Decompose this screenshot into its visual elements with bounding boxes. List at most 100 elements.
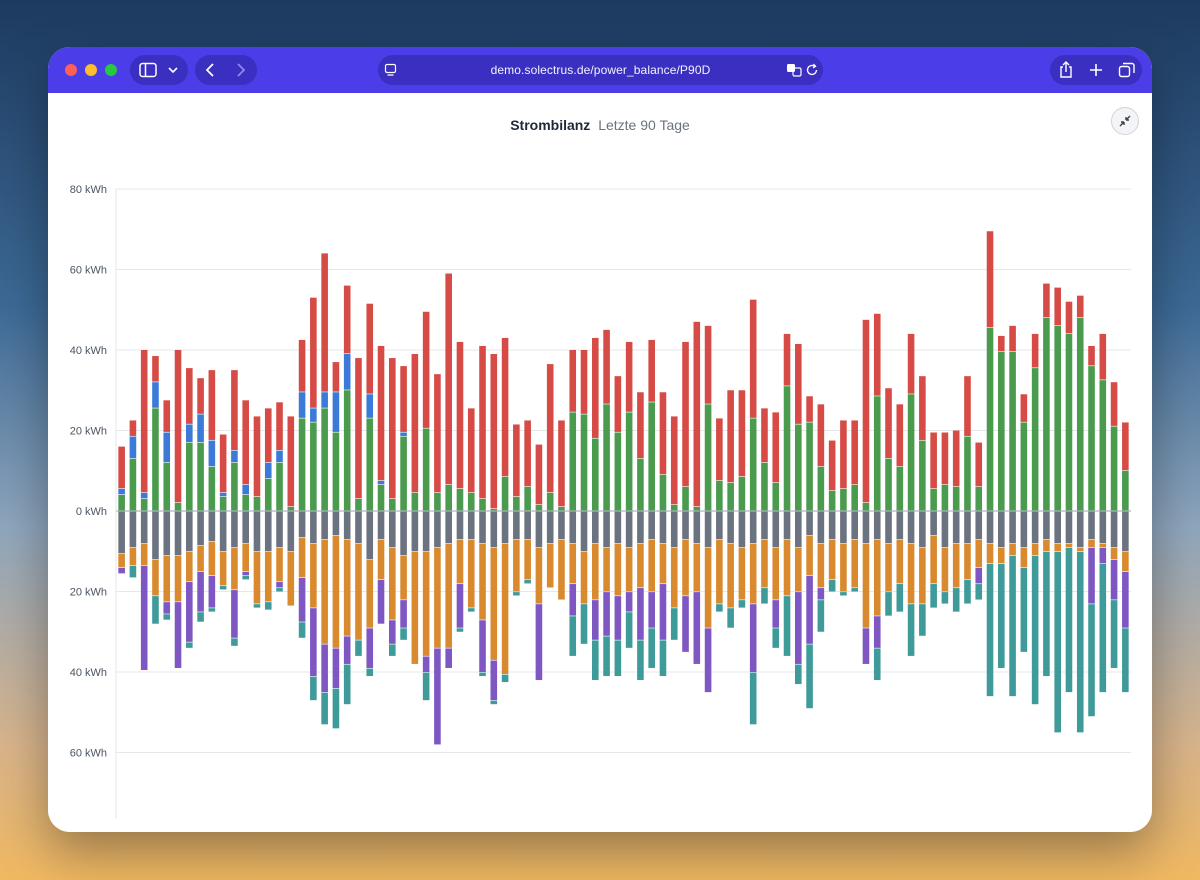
plus-icon[interactable] (1088, 62, 1104, 78)
bar-wallbox (118, 567, 125, 574)
bar-netzeinspeisung (772, 628, 780, 648)
bar-haus (186, 511, 193, 552)
bar-wärmepumpe (738, 547, 746, 600)
bar-netzbezug (614, 376, 622, 432)
bar-wärmepumpe (321, 539, 328, 644)
bar-wallbox (377, 580, 385, 624)
bar-batterie (118, 488, 125, 495)
bar-wärmepumpe (276, 547, 283, 582)
bar-haus (851, 511, 858, 540)
url-text: demo.solectrus.de/power_balance/P90D (490, 63, 711, 77)
bar-netzeinspeisung (197, 612, 204, 622)
bar-wärmepumpe (964, 543, 971, 580)
bar-netzeinspeisung (964, 580, 971, 604)
bar-netzbezug (332, 362, 340, 392)
bar-netzbezug (840, 420, 847, 489)
bar-wärmepumpe (580, 551, 588, 604)
bar-netzbezug (998, 335, 1005, 352)
bar-netzbezug (738, 390, 746, 477)
chevron-down-icon[interactable] (167, 65, 179, 75)
bar-netzbezug (862, 319, 870, 503)
bar-wallbox (795, 592, 802, 664)
bar-haus (434, 511, 441, 548)
bar-haus (332, 511, 340, 536)
bar-wärmepumpe (659, 543, 667, 584)
bar-wärmepumpe (231, 547, 238, 590)
bar-wallbox (682, 596, 689, 652)
bar-wärmepumpe (1099, 543, 1107, 548)
bar-wallbox (343, 636, 351, 664)
bar-netzeinspeisung (389, 644, 396, 656)
bar-haus (580, 511, 588, 552)
bar-netzbezug (546, 364, 554, 493)
bar-pv (580, 414, 588, 511)
bar-pv (716, 480, 723, 511)
bar-wallbox (174, 602, 182, 668)
bar-pv (501, 476, 509, 511)
bar-batterie (186, 424, 193, 442)
minimize-window-button[interactable] (85, 64, 97, 76)
bar-netzbezug (501, 337, 509, 477)
bar-netzbezug (1009, 325, 1016, 352)
share-icon[interactable] (1058, 61, 1074, 79)
bar-pv (614, 432, 622, 511)
bar-netzbezug (400, 366, 407, 432)
bar-netzeinspeisung (422, 672, 430, 701)
bar-wärmepumpe (524, 539, 531, 580)
back-arrow-icon[interactable] (204, 62, 218, 78)
bar-haus (704, 511, 712, 548)
bar-haus (873, 511, 881, 540)
bar-pv (907, 394, 915, 511)
bar-haus (592, 511, 599, 544)
bar-netzeinspeisung (761, 588, 768, 604)
chart-title: Strombilanz Letzte 90 Tage (48, 117, 1152, 133)
bar-pv (1031, 368, 1039, 511)
bar-pv (964, 436, 971, 511)
bar-wärmepumpe (670, 547, 678, 608)
bar-netzbezug (366, 303, 374, 394)
bar-pv (253, 496, 261, 511)
bar-haus (569, 511, 577, 544)
bar-wärmepumpe (772, 547, 780, 600)
bar-haus (321, 511, 328, 540)
bar-netzeinspeisung (648, 628, 655, 668)
reload-icon[interactable] (805, 63, 819, 77)
bar-wärmepumpe (682, 539, 689, 596)
bar-haus (208, 511, 216, 542)
forward-arrow-icon[interactable] (233, 62, 247, 78)
collapse-chart-button[interactable] (1111, 107, 1139, 135)
bar-haus (467, 511, 475, 540)
bar-netzbezug (242, 400, 249, 485)
bar-netzeinspeisung (479, 672, 486, 677)
sidebar-toggle-button[interactable] (130, 55, 188, 85)
bar-netzeinspeisung (242, 576, 249, 580)
bar-batterie (264, 462, 272, 479)
bar-wallbox (772, 600, 780, 628)
bar-wallbox (479, 620, 486, 672)
bar-netzbezug (445, 273, 452, 485)
bar-netzbezug (659, 392, 667, 475)
bar-netzbezug (795, 343, 802, 424)
bar-haus (828, 511, 836, 540)
address-bar[interactable]: demo.solectrus.de/power_balance/P90D (378, 55, 823, 85)
bar-wärmepumpe (1054, 543, 1061, 552)
close-window-button[interactable] (65, 64, 77, 76)
bar-netzbezug (287, 416, 295, 507)
bar-haus (513, 511, 520, 540)
tabs-icon[interactable] (1118, 62, 1136, 78)
bar-haus (253, 511, 261, 552)
bar-haus (975, 511, 983, 540)
bar-wärmepumpe (546, 543, 554, 588)
translate-icon[interactable] (786, 63, 802, 77)
bar-haus (535, 511, 543, 548)
bar-wallbox (806, 576, 813, 644)
bar-haus (817, 511, 825, 544)
bar-wallbox (704, 628, 712, 693)
zoom-window-button[interactable] (105, 64, 117, 76)
bar-netzbezug (174, 350, 182, 503)
bar-netzeinspeisung (659, 640, 667, 677)
bar-wärmepumpe (558, 539, 565, 600)
bar-pv (704, 404, 712, 511)
bar-pv (806, 422, 813, 511)
bar-netzbezug (907, 333, 915, 394)
